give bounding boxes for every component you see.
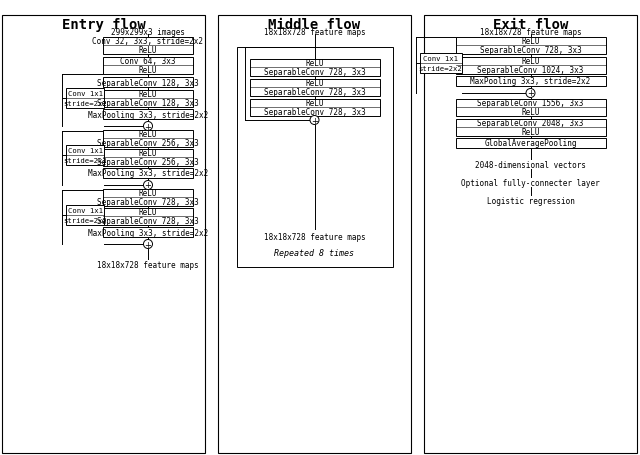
Text: stride=2x2: stride=2x2 bbox=[63, 157, 107, 164]
Bar bbox=[237, 48, 392, 268]
Text: +: + bbox=[527, 89, 534, 98]
Text: SeparableConv 1024, 3x3: SeparableConv 1024, 3x3 bbox=[477, 66, 584, 75]
Text: stride=2x2: stride=2x2 bbox=[63, 101, 107, 107]
Text: +: + bbox=[145, 240, 152, 249]
Text: ReLU: ReLU bbox=[139, 90, 157, 99]
Text: 2048-dimensional vectors: 2048-dimensional vectors bbox=[475, 161, 586, 170]
Text: Conv 1x1: Conv 1x1 bbox=[67, 91, 102, 97]
Text: SeparableConv 728, 3x3: SeparableConv 728, 3x3 bbox=[264, 68, 365, 76]
Text: ReLU: ReLU bbox=[139, 46, 157, 55]
Text: SeparableConv 256, 3x3: SeparableConv 256, 3x3 bbox=[97, 138, 199, 147]
Text: Conv 1x1: Conv 1x1 bbox=[67, 148, 102, 154]
Text: +: + bbox=[145, 122, 152, 131]
Text: Entry flow: Entry flow bbox=[61, 18, 145, 32]
Text: SeparableConv 728, 3x3: SeparableConv 728, 3x3 bbox=[264, 87, 365, 96]
Text: 18x18x728 feature maps: 18x18x728 feature maps bbox=[264, 27, 365, 36]
Text: 299x299x3 images: 299x299x3 images bbox=[111, 27, 185, 36]
Text: ReLU: ReLU bbox=[521, 127, 540, 136]
Text: stride=2x2: stride=2x2 bbox=[419, 66, 462, 72]
Bar bbox=[456, 77, 605, 87]
Bar bbox=[2, 16, 205, 453]
Bar bbox=[456, 99, 605, 116]
Text: Repeated 8 times: Repeated 8 times bbox=[275, 248, 355, 257]
Bar bbox=[103, 57, 193, 74]
Text: ReLU: ReLU bbox=[305, 99, 324, 108]
Bar bbox=[456, 119, 605, 136]
Text: 18x18x728 feature maps: 18x18x728 feature maps bbox=[264, 233, 365, 242]
Bar bbox=[419, 54, 461, 74]
Text: MaxPooling 3x3, stride=2x2: MaxPooling 3x3, stride=2x2 bbox=[88, 169, 208, 178]
Bar bbox=[66, 146, 104, 166]
Bar bbox=[103, 110, 193, 120]
Bar bbox=[424, 16, 637, 453]
Bar bbox=[103, 208, 193, 225]
Text: ReLU: ReLU bbox=[139, 189, 157, 198]
Bar bbox=[103, 130, 193, 147]
Bar bbox=[103, 228, 193, 238]
Bar bbox=[250, 59, 380, 76]
Text: ReLU: ReLU bbox=[305, 59, 324, 68]
Text: SeparableConv 728, 3x3: SeparableConv 728, 3x3 bbox=[97, 197, 199, 206]
Text: SeparableConv 1556, 3x3: SeparableConv 1556, 3x3 bbox=[477, 99, 584, 108]
Text: SeparableConv 128, 3x3: SeparableConv 128, 3x3 bbox=[97, 99, 199, 107]
Circle shape bbox=[143, 240, 152, 249]
Bar bbox=[66, 89, 104, 109]
Text: Logistic regression: Logistic regression bbox=[486, 197, 575, 206]
Text: SeparableConv 728, 3x3: SeparableConv 728, 3x3 bbox=[264, 107, 365, 116]
Text: Middle flow: Middle flow bbox=[268, 18, 360, 32]
Bar bbox=[103, 189, 193, 206]
Text: Conv 64, 3x3: Conv 64, 3x3 bbox=[120, 57, 176, 66]
Text: ReLU: ReLU bbox=[139, 130, 157, 139]
Circle shape bbox=[526, 89, 535, 98]
Text: 18x18x728 feature maps: 18x18x728 feature maps bbox=[479, 27, 581, 36]
Bar bbox=[250, 79, 380, 96]
Text: Conv 1x1: Conv 1x1 bbox=[67, 207, 102, 213]
Text: stride=2x2: stride=2x2 bbox=[63, 217, 107, 223]
Text: MaxPooling 3x3, stride=2x2: MaxPooling 3x3, stride=2x2 bbox=[88, 110, 208, 119]
Bar bbox=[66, 206, 104, 226]
Text: Optional fully-connecter layer: Optional fully-connecter layer bbox=[461, 179, 600, 188]
Text: ReLU: ReLU bbox=[139, 66, 157, 75]
Text: +: + bbox=[311, 116, 318, 125]
Text: ReLU: ReLU bbox=[521, 37, 540, 46]
Text: SeparableConv 728, 3x3: SeparableConv 728, 3x3 bbox=[479, 46, 581, 55]
Text: MaxPooling 3x3, stride=2x2: MaxPooling 3x3, stride=2x2 bbox=[88, 228, 208, 237]
Text: ReLU: ReLU bbox=[139, 149, 157, 158]
Bar bbox=[456, 37, 605, 55]
Text: SeparableConv 2048, 3x3: SeparableConv 2048, 3x3 bbox=[477, 119, 584, 128]
Text: SeparableConv 128, 3x3: SeparableConv 128, 3x3 bbox=[97, 78, 199, 87]
Text: ReLU: ReLU bbox=[305, 79, 324, 88]
Text: ReLU: ReLU bbox=[139, 208, 157, 217]
Text: +: + bbox=[145, 181, 152, 190]
Bar bbox=[103, 37, 193, 55]
Bar bbox=[103, 90, 193, 107]
Text: ReLU: ReLU bbox=[521, 107, 540, 116]
Text: MaxPooling 3x3, stride=2x2: MaxPooling 3x3, stride=2x2 bbox=[470, 77, 591, 86]
Text: Exit flow: Exit flow bbox=[493, 18, 568, 32]
Text: Conv 1x1: Conv 1x1 bbox=[423, 56, 458, 62]
Text: GlobalAveragePooling: GlobalAveragePooling bbox=[484, 139, 577, 148]
Bar bbox=[218, 16, 411, 453]
Bar bbox=[456, 57, 605, 74]
Text: SeparableConv 728, 3x3: SeparableConv 728, 3x3 bbox=[97, 216, 199, 225]
Bar bbox=[250, 99, 380, 116]
Circle shape bbox=[143, 181, 152, 190]
Text: Conv 32, 3x3, stride=2x2: Conv 32, 3x3, stride=2x2 bbox=[93, 37, 204, 46]
Circle shape bbox=[310, 116, 319, 125]
Bar bbox=[103, 149, 193, 166]
Text: ReLU: ReLU bbox=[521, 57, 540, 66]
Bar bbox=[103, 78, 193, 88]
Bar bbox=[103, 169, 193, 179]
Bar bbox=[456, 139, 605, 149]
Text: 18x18x728 feature maps: 18x18x728 feature maps bbox=[97, 260, 199, 269]
Text: SeparableConv 256, 3x3: SeparableConv 256, 3x3 bbox=[97, 157, 199, 167]
Circle shape bbox=[143, 122, 152, 131]
